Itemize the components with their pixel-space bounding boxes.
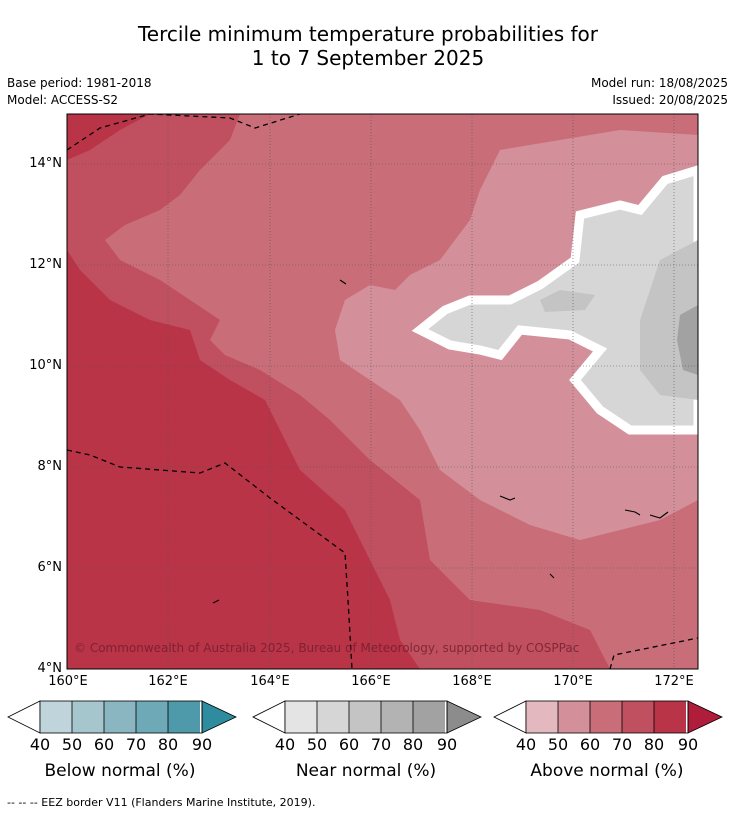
below-normal-title: Below normal (%) (44, 761, 196, 781)
colorbar-below-high-arrow (201, 700, 237, 734)
colorbar-below-40-50 (40, 701, 72, 733)
graticule (67, 114, 698, 669)
island-1 (624, 509, 641, 516)
colorbar-above-50-60 (558, 701, 590, 733)
above-tick-80: 80 (643, 735, 665, 754)
colorbar-near-low-arrow (252, 700, 286, 734)
island-4 (212, 599, 220, 604)
colorbar-below-50-60 (72, 701, 104, 733)
eez-borders (67, 114, 698, 669)
above-tick-70: 70 (611, 735, 633, 754)
model-name: Model: ACCESS-S2 (7, 93, 119, 107)
island-5 (549, 573, 555, 579)
colorbar-near-50-60 (317, 701, 349, 733)
near-tick-60: 60 (338, 735, 360, 754)
below-tick-50: 50 (61, 735, 83, 754)
island-3 (499, 495, 516, 501)
colorbar-above-high-arrow (687, 700, 723, 734)
colorbar-below-70-80 (136, 701, 168, 733)
colorbar-above-60-70 (590, 701, 622, 733)
near-tick-90: 90 (436, 735, 458, 754)
below-tick-40: 40 (29, 735, 51, 754)
above-tick-90: 90 (677, 735, 699, 754)
map-frame (66, 113, 699, 670)
islands (212, 279, 669, 604)
lat-label-4: 4°N (37, 661, 63, 676)
island-2 (649, 511, 669, 519)
lat-label-14: 14°N (29, 156, 62, 171)
lon-label-162: 162°E (148, 674, 188, 689)
lat-label-12: 12°N (29, 257, 62, 272)
near-tick-70: 70 (370, 735, 392, 754)
lon-label-166: 166°E (351, 674, 391, 689)
title-line-1: Tercile minimum temperature probabilitie… (137, 22, 599, 46)
lon-label-168: 168°E (452, 674, 492, 689)
lon-label-170: 170°E (553, 674, 593, 689)
below-tick-70: 70 (125, 735, 147, 754)
base-period: Base period: 1981-2018 (7, 76, 152, 90)
eez-footnote: -- -- -- EEZ border V11 (Flanders Marine… (7, 796, 316, 809)
above-normal-title: Above normal (%) (530, 761, 684, 781)
colorbar-near-80-90 (413, 701, 445, 733)
region-near-60 (677, 305, 698, 375)
near-tick-80: 80 (402, 735, 424, 754)
lat-label-8: 8°N (37, 459, 63, 474)
lon-label-164: 164°E (250, 674, 290, 689)
below-tick-80: 80 (157, 735, 179, 754)
lon-label-172: 172°E (654, 674, 694, 689)
issued-date: Issued: 20/08/2025 (612, 93, 728, 107)
region-near-50b (540, 290, 595, 312)
above-tick-60: 60 (579, 735, 601, 754)
colorbar-near-40-50 (285, 701, 317, 733)
near-tick-40: 40 (274, 735, 296, 754)
title-line-2: 1 to 7 September 2025 (251, 46, 485, 70)
colorbar-below-60-70 (104, 701, 136, 733)
below-tick-90: 90 (191, 735, 213, 754)
near-normal-title: Near normal (%) (295, 761, 437, 781)
meta-left: Base period: 1981-2018 Model: ACCESS-S2 (7, 75, 152, 109)
eez-border-southeast (609, 637, 698, 669)
colorbar-near-60-70 (349, 701, 381, 733)
colorbar-above-low-arrow (493, 700, 527, 734)
lat-label-6: 6°N (37, 560, 63, 575)
colorbar-near-high-arrow (446, 700, 482, 734)
meta-right: Model run: 18/08/2025 Issued: 20/08/2025 (591, 75, 728, 109)
near-tick-50: 50 (306, 735, 328, 754)
eez-border-west (67, 449, 353, 669)
island-6 (339, 279, 347, 285)
model-run: Model run: 18/08/2025 (590, 76, 728, 90)
colorbar-above-80-90 (654, 701, 686, 733)
copyright-note: © Commonwealth of Australia 2025, Bureau… (74, 641, 580, 655)
colorbar-above-70-80 (622, 701, 654, 733)
colorbar-above-40-50 (526, 701, 558, 733)
lat-label-10: 10°N (29, 358, 62, 373)
colorbar-above (493, 700, 723, 734)
lon-label-160: 160°E (48, 674, 88, 689)
colorbars (7, 700, 723, 734)
colorbar-below (7, 700, 237, 734)
colorbar-near-70-80 (381, 701, 413, 733)
colorbar-below-low-arrow (7, 700, 41, 734)
colorbar-near (252, 700, 482, 734)
map-title: Tercile minimum temperature probabilitie… (0, 22, 736, 70)
above-tick-40: 40 (515, 735, 537, 754)
above-tick-50: 50 (547, 735, 569, 754)
below-tick-60: 60 (93, 735, 115, 754)
colorbar-below-80-90 (168, 701, 200, 733)
